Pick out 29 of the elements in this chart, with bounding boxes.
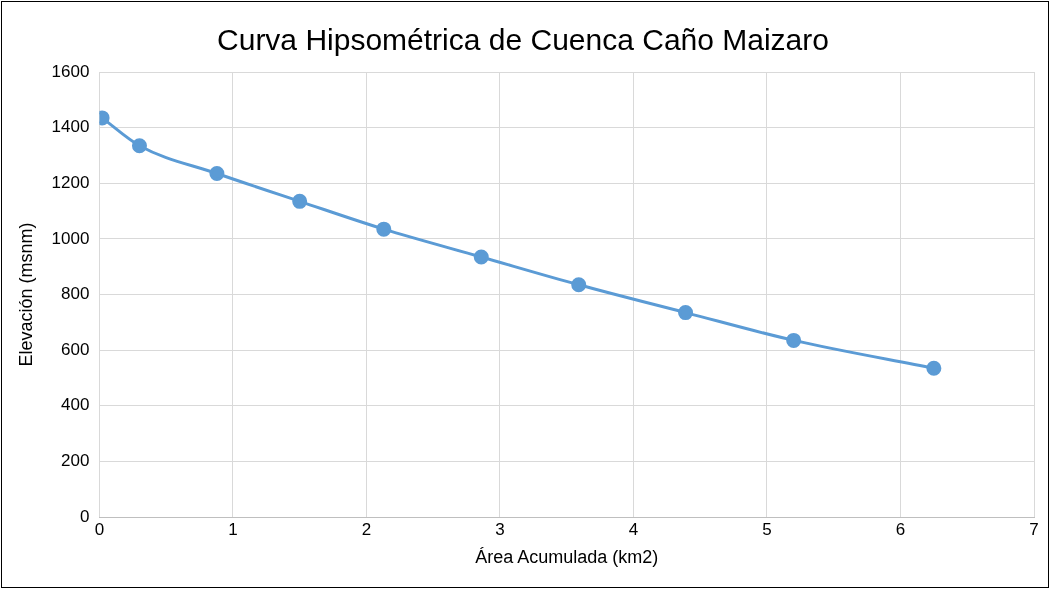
x-axis-title: Área Acumulada (km2)	[475, 547, 659, 568]
point	[786, 332, 802, 348]
x-tick-label: 1	[228, 519, 238, 539]
point	[473, 249, 489, 265]
y-tick-label: 600	[61, 339, 90, 359]
y-tick-label: 800	[61, 284, 90, 304]
point	[571, 277, 587, 293]
x-tick-label: 6	[895, 519, 906, 539]
y-tick-label: 1600	[51, 61, 90, 81]
y-tick-label: 400	[61, 395, 90, 415]
y-tick-label: 200	[61, 451, 90, 471]
x-tick-label: 3	[495, 519, 505, 539]
y-tick-label: 1200	[51, 172, 90, 192]
x-tick-label: 0	[94, 519, 105, 539]
x-tick-label: 5	[762, 519, 772, 539]
x-tick-label: 4	[628, 519, 639, 539]
y-axis-title: Elevación (msnm)	[15, 222, 36, 367]
x-tick-label: 7	[1029, 519, 1039, 539]
chart-title: Curva Hipsométrica de Cuenca Caño Maizaro	[217, 23, 829, 57]
point	[292, 193, 308, 209]
point	[678, 305, 694, 321]
point	[376, 221, 392, 237]
point	[131, 138, 147, 154]
point	[209, 166, 225, 182]
y-tick-label: 1000	[51, 228, 90, 248]
y-tick-label: 0	[79, 506, 90, 526]
x-tick-label: 2	[361, 519, 372, 539]
point	[926, 360, 942, 376]
y-tick-label: 1400	[51, 117, 90, 137]
